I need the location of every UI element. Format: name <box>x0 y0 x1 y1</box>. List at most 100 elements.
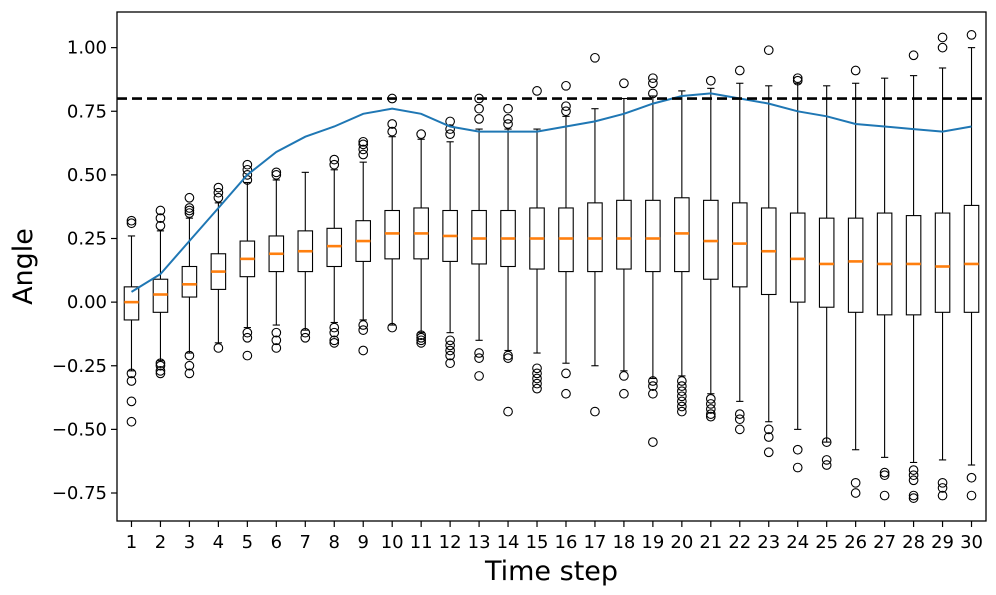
outlier-point <box>734 409 745 419</box>
x-axis-label: Time step <box>484 556 618 587</box>
outlier-point <box>445 335 455 346</box>
outlier-point <box>329 335 340 346</box>
boxplot-28 <box>905 50 922 503</box>
boxplot-30 <box>963 30 980 501</box>
outlier-point <box>705 399 716 409</box>
outlier-point <box>734 424 745 435</box>
outlier-point <box>734 65 745 76</box>
x-tick-label: 10 <box>381 532 404 553</box>
iqr-box <box>934 212 951 313</box>
outlier-point <box>126 396 137 407</box>
boxplot-14 <box>500 103 516 417</box>
outlier-point <box>184 360 195 371</box>
outlier-point <box>705 411 716 422</box>
x-tick-label: 16 <box>555 532 578 553</box>
outlier-point <box>850 477 861 488</box>
x-tick-label: 1 <box>126 532 137 553</box>
outlier-point <box>445 358 455 369</box>
outlier-point <box>619 388 629 399</box>
outlier-point <box>532 368 542 379</box>
outlier-point <box>445 340 455 351</box>
x-tick-label: 15 <box>526 532 549 553</box>
x-tick-label: 13 <box>468 532 491 553</box>
outlier-point <box>648 88 658 99</box>
outlier-point <box>676 396 687 407</box>
iqr-box <box>181 265 198 298</box>
boxplot-15 <box>529 86 545 394</box>
outlier-point <box>619 78 629 89</box>
x-tick-label: 18 <box>612 532 635 553</box>
outlier-point <box>126 376 137 386</box>
x-tick-label: 20 <box>670 532 693 553</box>
outlier-point <box>676 406 687 417</box>
outlier-point <box>271 167 282 178</box>
outlier-point <box>792 75 803 86</box>
outlier-point <box>213 187 224 198</box>
x-tick-label: 27 <box>873 532 896 553</box>
iqr-box <box>616 199 632 270</box>
outlier-point <box>532 383 542 394</box>
outlier-point <box>763 447 774 458</box>
outlier-point <box>792 462 803 473</box>
outlier-point <box>966 472 977 483</box>
y-tick-label: 0.75 <box>67 101 107 122</box>
x-tick-label: 11 <box>410 532 433 553</box>
boxplot-18 <box>616 78 632 399</box>
boxplot-5 <box>239 159 256 361</box>
outlier-point <box>474 103 484 114</box>
boxplot-16 <box>558 80 574 399</box>
outlier-point <box>387 119 398 129</box>
outlier-point <box>387 126 398 137</box>
boxplot-26 <box>847 65 864 498</box>
y-tick-label: 0.00 <box>67 292 107 313</box>
x-tick-label: 2 <box>155 532 166 553</box>
outlier-point <box>155 220 166 231</box>
x-tick-label: 24 <box>786 532 809 553</box>
outlier-point <box>184 192 195 203</box>
outlier-point <box>242 350 253 361</box>
outlier-point <box>908 465 919 475</box>
x-tick-label: 5 <box>242 532 253 553</box>
outlier-point <box>966 30 977 40</box>
outlier-point <box>474 371 484 381</box>
x-tick-label: 14 <box>497 532 520 553</box>
outlier-point <box>445 124 455 134</box>
outlier-point <box>879 490 890 501</box>
outlier-point <box>474 353 484 363</box>
y-tick-label: −0.25 <box>52 356 107 377</box>
outlier-point <box>271 327 282 338</box>
outlier-point <box>937 32 948 43</box>
boxplot-4 <box>210 182 227 353</box>
outlier-point <box>126 416 137 427</box>
boxplot-20 <box>674 90 690 417</box>
outlier-point <box>271 343 282 353</box>
outlier-point <box>792 444 803 455</box>
outlier-point <box>329 159 340 170</box>
outlier-point <box>676 401 687 412</box>
boxplot-8 <box>326 154 343 348</box>
outlier-point <box>532 86 542 96</box>
outlier-point <box>155 368 166 379</box>
outlier-point <box>416 330 427 341</box>
x-tick-label: 8 <box>329 532 340 553</box>
outlier-point <box>358 320 369 330</box>
x-tick-label: 23 <box>757 532 780 553</box>
outlier-point <box>879 467 890 478</box>
outlier-point <box>676 386 687 397</box>
boxplot-9 <box>355 136 372 356</box>
boxplot-25 <box>818 85 835 470</box>
outlier-point <box>184 350 195 361</box>
outlier-point <box>648 388 658 399</box>
x-tick-label: 12 <box>439 532 462 553</box>
outlier-point <box>503 119 513 129</box>
x-tick-label: 17 <box>583 532 606 553</box>
outlier-point <box>532 363 542 374</box>
outlier-point <box>329 327 340 338</box>
outlier-point <box>908 490 919 501</box>
y-tick-label: −0.75 <box>52 483 107 504</box>
outlier-point <box>329 322 340 333</box>
y-tick-label: −0.50 <box>52 419 107 440</box>
outlier-point <box>126 368 137 379</box>
outlier-point <box>126 215 137 226</box>
y-axis-label: Angle <box>8 228 39 305</box>
